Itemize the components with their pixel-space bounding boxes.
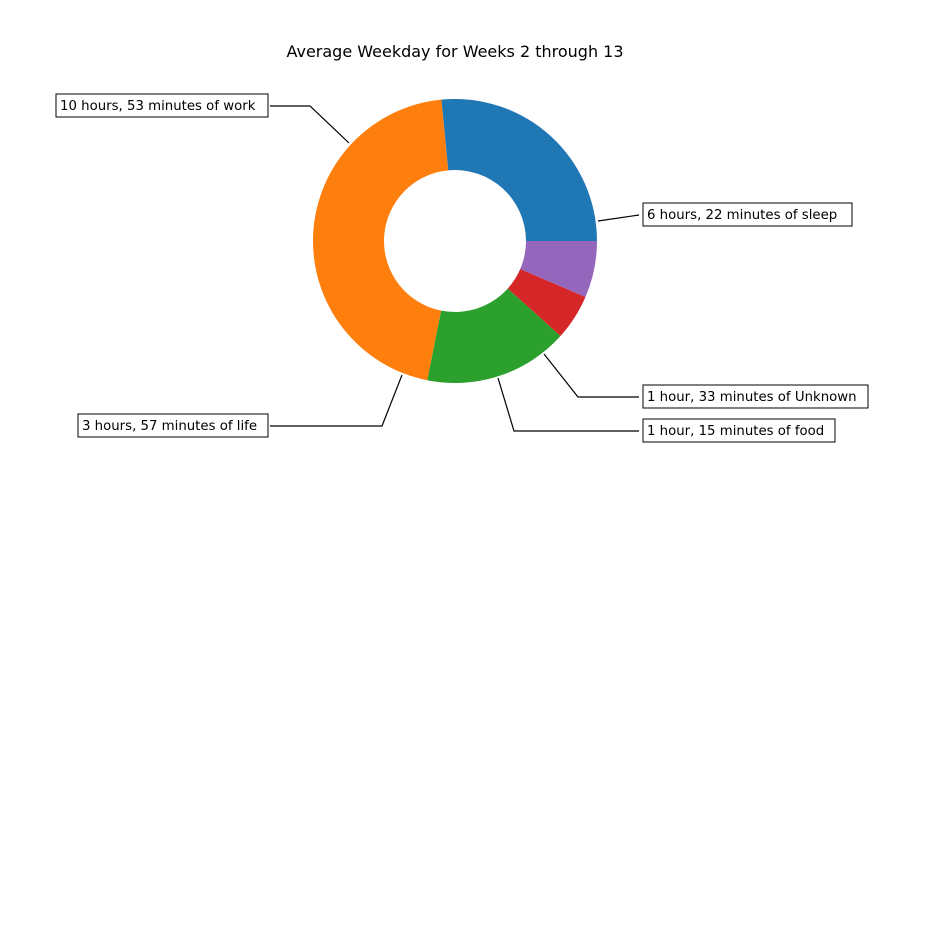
- slice-life: [427, 288, 561, 383]
- slice-work: [313, 99, 449, 381]
- label-box-sleep: [642, 202, 853, 227]
- leader-line-unknown: [543, 353, 639, 398]
- leader-line-life: [270, 374, 403, 427]
- label-text-sleep: 6 hours, 22 minutes of sleep: [647, 208, 837, 223]
- label-work: 10 hours, 53 minutes of work: [55, 93, 350, 144]
- label-box-work: [55, 93, 269, 118]
- leader-line-food: [497, 377, 639, 432]
- label-box-unknown: [642, 384, 869, 409]
- chart-title: Average Weekday for Weeks 2 through 13: [286, 42, 623, 61]
- label-box-life: [77, 413, 269, 438]
- label-text-unknown: 1 hour, 33 minutes of Unknown: [647, 390, 857, 405]
- label-text-life: 3 hours, 57 minutes of life: [82, 419, 257, 434]
- slice-unknown: [520, 241, 597, 298]
- label-text-food: 1 hour, 15 minutes of food: [647, 424, 824, 439]
- slice-food: [507, 269, 586, 337]
- label-life: 3 hours, 57 minutes of life: [77, 374, 403, 438]
- label-unknown: 1 hour, 33 minutes of Unknown: [543, 353, 869, 409]
- label-food: 1 hour, 15 minutes of food: [497, 377, 836, 443]
- leader-line-work: [270, 105, 350, 144]
- slice-labels: 6 hours, 22 minutes of sleep 10 hours, 53…: [55, 93, 869, 443]
- slice-sleep: [441, 98, 597, 242]
- label-box-food: [642, 418, 836, 443]
- leader-line-sleep: [597, 214, 640, 222]
- donut-slices: [313, 98, 597, 383]
- label-sleep: 6 hours, 22 minutes of sleep: [597, 202, 853, 227]
- label-text-work: 10 hours, 53 minutes of work: [60, 99, 256, 114]
